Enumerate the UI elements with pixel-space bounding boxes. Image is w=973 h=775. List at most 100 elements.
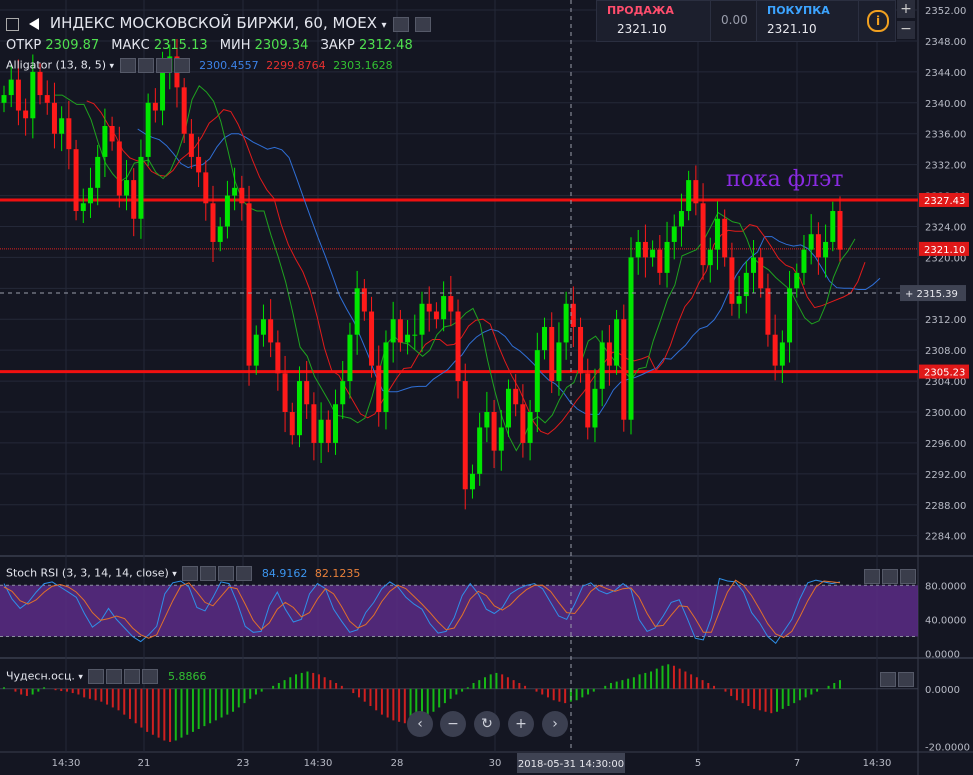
sell-panel[interactable]: ПРОДАЖА 2321.10	[596, 0, 712, 42]
alligator-lips-line	[55, 85, 856, 452]
price-tick-label: 2320.00	[925, 253, 966, 264]
time-tick-label: 21	[138, 758, 151, 769]
candle-body	[628, 257, 634, 420]
plus-icon[interactable]	[155, 58, 172, 73]
close-icon[interactable]	[415, 16, 432, 32]
candle-body	[217, 226, 223, 242]
maximize-icon[interactable]	[898, 672, 914, 687]
scroll-right-button[interactable]: ›	[542, 711, 568, 737]
close-icon[interactable]	[142, 669, 159, 684]
candle-body	[95, 156, 101, 188]
candle-body	[138, 156, 144, 219]
alligator-label[interactable]: Alligator (13, 8, 5)	[6, 58, 107, 72]
high-label: МАКС	[111, 38, 150, 53]
candle-body	[37, 71, 43, 96]
candle-body	[340, 381, 346, 405]
level-price-tag	[919, 364, 969, 379]
candle-body	[578, 326, 584, 374]
candle-body	[642, 241, 648, 258]
candle-body	[203, 172, 209, 204]
candle-body	[678, 211, 684, 227]
info-icon[interactable]: i	[867, 10, 889, 32]
candle-body	[376, 365, 382, 412]
close-label: ЗАКР	[320, 38, 355, 53]
move-up-icon[interactable]	[864, 569, 880, 584]
annotation-text[interactable]: пока флэт	[726, 167, 844, 192]
symbol-dropdown-icon[interactable]: ▾	[381, 20, 387, 31]
candle-body	[405, 334, 411, 343]
eye-icon[interactable]	[88, 669, 105, 684]
candle-body	[498, 427, 504, 451]
stoch-d-line	[3, 579, 841, 639]
candle-body	[787, 288, 793, 343]
price-tick-label: 2296.00	[925, 439, 966, 450]
spread-panel: 0.00	[710, 0, 758, 42]
close-value: 2312.48	[358, 38, 413, 53]
high-value: 2315.13	[153, 38, 208, 53]
candle-body	[815, 234, 821, 258]
move-down-icon[interactable]	[882, 569, 898, 584]
zoom-in-button[interactable]: +	[897, 0, 915, 18]
candle-body	[484, 411, 490, 428]
candle-body	[232, 187, 238, 196]
ao-dropdown-icon[interactable]: ▾	[78, 672, 83, 683]
candle-body	[469, 473, 475, 490]
candle-body	[30, 71, 36, 119]
buy-panel[interactable]: ПОКУПКА 2321.10	[756, 0, 860, 42]
zoom-in-icon[interactable]: +	[508, 711, 534, 737]
close-icon[interactable]	[173, 58, 190, 73]
candle-body	[15, 79, 21, 111]
alligator-dropdown-icon[interactable]: ▾	[109, 61, 115, 72]
crosshair-price-label: + 2315.39	[905, 289, 958, 300]
candle-body	[51, 102, 57, 134]
move-up-icon[interactable]	[880, 672, 896, 687]
candle-body	[671, 226, 677, 242]
zoom-out-button[interactable]: −	[897, 21, 915, 39]
close-icon[interactable]	[236, 566, 253, 581]
time-tick-label: 28	[391, 758, 404, 769]
candle-body	[614, 319, 620, 366]
gear-icon[interactable]	[137, 58, 154, 73]
ao-pane-buttons	[878, 669, 914, 688]
candle-body	[102, 125, 108, 157]
candle-body	[369, 311, 375, 366]
time-tick-label: 30	[489, 758, 502, 769]
price-tick-label: 2348.00	[925, 37, 966, 48]
price-tick-label: 2352.00	[925, 6, 966, 17]
symbol-title[interactable]: ИНДЕКС МОСКОВСКОЙ БИРЖИ, 60, MOEX	[49, 14, 377, 32]
info-panel[interactable]: i	[858, 0, 896, 42]
plus-icon[interactable]	[218, 566, 235, 581]
collapse-icon[interactable]	[6, 17, 19, 31]
eye-icon[interactable]	[119, 58, 136, 73]
reset-icon[interactable]: ↻	[474, 711, 500, 737]
stoch-dropdown-icon[interactable]: ▾	[172, 569, 177, 580]
gear-icon[interactable]	[200, 566, 217, 581]
gear-icon[interactable]	[106, 669, 123, 684]
candle-body	[433, 311, 439, 320]
candle-body	[563, 303, 569, 343]
plus-icon[interactable]	[124, 669, 141, 684]
candle-body	[527, 411, 533, 443]
settings-icon[interactable]	[392, 16, 409, 32]
candle-body	[44, 95, 50, 103]
candle-body	[743, 272, 749, 297]
candle-body	[426, 303, 432, 312]
price-tick-label: 2312.00	[925, 315, 966, 326]
candle-body	[289, 411, 295, 436]
candle-body	[419, 303, 425, 335]
candle-body	[210, 203, 216, 242]
stoch-label[interactable]: Stoch RSI (3, 3, 14, 14, close)	[6, 566, 169, 580]
candle-body	[441, 296, 447, 320]
level-price-label: 2321.10	[924, 245, 965, 256]
candle-body	[729, 257, 735, 304]
candle-body	[751, 257, 757, 273]
eye-icon[interactable]	[182, 566, 199, 581]
zoom-out-icon[interactable]: −	[440, 711, 466, 737]
ao-label[interactable]: Чудесн.осц.	[6, 669, 75, 683]
maximize-icon[interactable]	[900, 569, 916, 584]
scroll-left-button[interactable]: ‹	[407, 711, 433, 737]
candle-body	[448, 296, 454, 312]
